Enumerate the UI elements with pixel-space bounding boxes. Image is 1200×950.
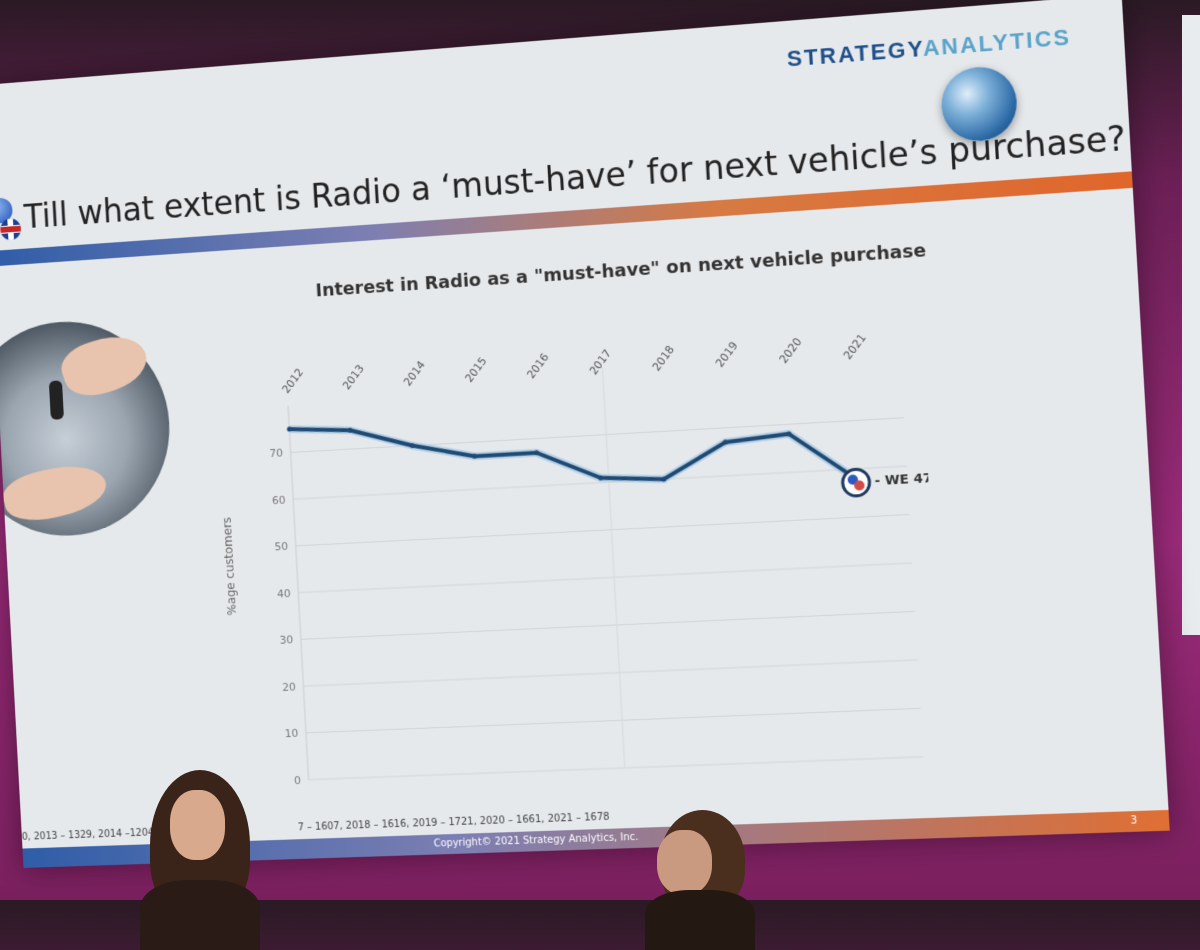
y-tick-label: 70 (269, 447, 283, 461)
x-tick-label: 2015 (463, 355, 490, 385)
presenter-right-shoulders (645, 890, 755, 950)
x-tick-label: 2014 (401, 358, 428, 388)
brand-logo-text: STRATEGYANALYTICS (786, 24, 1072, 73)
x-tick-label: 2021 (841, 331, 869, 362)
x-tick-label: 2017 (587, 347, 614, 377)
gridline (298, 563, 912, 593)
x-tick-label: 2019 (713, 339, 741, 370)
car-keys-photo (0, 315, 175, 541)
presenter-left-face (170, 790, 225, 860)
copyright-text: Copyright© 2021 Strategy Analytics, Inc. (433, 832, 638, 850)
y-tick-label: 20 (282, 680, 296, 694)
series-line-glow (289, 397, 856, 509)
x-tick-label: 2016 (524, 351, 551, 381)
gridline (296, 515, 910, 546)
gridline (309, 757, 924, 780)
gridline (303, 660, 917, 686)
hand-bottom (0, 457, 111, 528)
vertical-divider-line (602, 367, 624, 768)
gridline (306, 708, 921, 733)
x-tick-label: 2012 (280, 366, 306, 396)
x-tick-label: 2013 (340, 362, 367, 392)
hand-top (56, 326, 153, 405)
presentation-slide: STRATEGYANALYTICS Till what extent is Ra… (0, 0, 1170, 868)
car-key-icon (49, 380, 64, 420)
y-tick-label: 40 (277, 587, 291, 601)
uk-flag-icon (0, 218, 21, 241)
side-screen (1182, 15, 1200, 635)
brand-part-1: STRATEGY (786, 36, 923, 72)
line-chart: 0 10 20 30 40 50 60 70 2012 2013 2014 2015 2016 2017 2… (241, 287, 945, 792)
presenter-left-shoulders (140, 880, 260, 950)
presenter-left (140, 770, 260, 940)
y-tick-label: 60 (272, 493, 286, 507)
y-axis-label: %age customers (220, 517, 239, 616)
end-label: - WE 47 (874, 471, 933, 490)
y-tick-label: 30 (279, 634, 293, 648)
presenter-right (645, 810, 755, 940)
y-tick-label: 10 (284, 727, 298, 741)
series-line (289, 397, 856, 509)
photo-scene: STRATEGYANALYTICS Till what extent is Ra… (0, 0, 1200, 900)
x-tick-label: 2020 (777, 335, 805, 366)
gridline (293, 466, 907, 499)
gridline (301, 611, 915, 639)
presenter-right-face (657, 830, 712, 895)
brand-part-2: ANALYTICS (922, 24, 1072, 61)
page-number: 3 (1130, 815, 1137, 827)
y-tick-label: 0 (294, 774, 302, 787)
y-tick-label: 50 (274, 540, 288, 554)
x-tick-label: 2018 (650, 343, 678, 374)
